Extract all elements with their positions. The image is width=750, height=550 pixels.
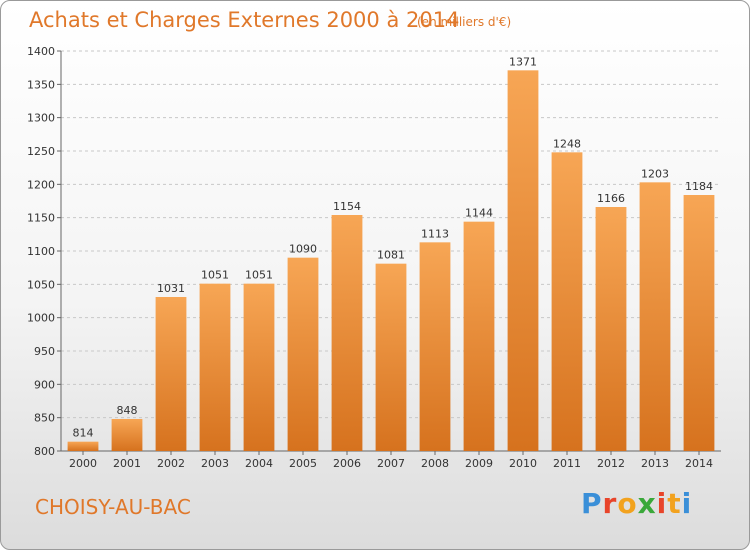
- y-tick-label: 1200: [27, 178, 55, 191]
- value-label-2012: 1166: [597, 192, 625, 205]
- value-label-2010: 1371: [509, 55, 537, 68]
- city-name: CHOISY-AU-BAC: [35, 495, 191, 519]
- x-tick-label-2013: 2013: [641, 457, 669, 470]
- logo-letter: i: [681, 487, 693, 520]
- bar-2005[interactable]: [287, 257, 319, 451]
- logo-letter: o: [617, 487, 638, 520]
- bar-2007[interactable]: [375, 263, 407, 451]
- x-tick-label-2001: 2001: [113, 457, 141, 470]
- x-tick-label-2004: 2004: [245, 457, 273, 470]
- bar-2014[interactable]: [683, 195, 715, 451]
- bar-2002[interactable]: [155, 297, 187, 451]
- value-label-2009: 1144: [465, 207, 493, 220]
- bar-2006[interactable]: [331, 215, 363, 451]
- y-tick-label: 1300: [27, 112, 55, 125]
- x-tick-label-2003: 2003: [201, 457, 229, 470]
- value-label-2005: 1090: [289, 243, 317, 256]
- value-label-2011: 1248: [553, 137, 581, 150]
- y-tick-label: 1100: [27, 245, 55, 258]
- bar-2010[interactable]: [507, 70, 539, 451]
- value-label-2003: 1051: [201, 269, 229, 282]
- logo-letter: i: [656, 487, 668, 520]
- value-label-2006: 1154: [333, 200, 361, 213]
- value-label-2014: 1184: [685, 180, 713, 193]
- proxiti-logo[interactable]: Proxiti: [581, 487, 692, 520]
- labels: 800 850 900 950 1000 1050 1100 1150 1200 1250 1300…: [27, 45, 713, 470]
- bar-2003[interactable]: [199, 283, 231, 451]
- bar-2012[interactable]: [595, 207, 627, 451]
- y-tick-label: 1250: [27, 145, 55, 158]
- value-label-2007: 1081: [377, 249, 405, 262]
- y-tick-label: 1400: [27, 45, 55, 58]
- x-tick-label-2006: 2006: [333, 457, 361, 470]
- bar-2001[interactable]: [111, 419, 143, 451]
- x-tick-label-2008: 2008: [421, 457, 449, 470]
- x-tick-label-2014: 2014: [685, 457, 713, 470]
- x-tick-label-2005: 2005: [289, 457, 317, 470]
- x-tick-label-2012: 2012: [597, 457, 625, 470]
- bar-2011[interactable]: [551, 152, 583, 452]
- y-tick-label: 850: [34, 412, 55, 425]
- x-tick-label-2000: 2000: [69, 457, 97, 470]
- value-label-2008: 1113: [421, 227, 449, 240]
- logo-letter: t: [667, 487, 682, 520]
- y-tick-label: 800: [34, 445, 55, 458]
- y-tick-label: 950: [34, 345, 55, 358]
- x-tick-label-2007: 2007: [377, 457, 405, 470]
- x-tick-label-2011: 2011: [553, 457, 581, 470]
- logo-letter: P: [581, 487, 603, 520]
- value-label-2002: 1031: [157, 282, 185, 295]
- y-tick-label: 1350: [27, 78, 55, 91]
- y-tick-label: 1000: [27, 312, 55, 325]
- y-tick-label: 1050: [27, 278, 55, 291]
- x-tick-label-2009: 2009: [465, 457, 493, 470]
- value-label-2013: 1203: [641, 167, 669, 180]
- chart-subtitle: (en milliers d'€): [417, 15, 512, 29]
- bar-2009[interactable]: [463, 221, 495, 451]
- x-tick-label-2002: 2002: [157, 457, 185, 470]
- logo-letter: x: [637, 487, 657, 520]
- value-label-2000: 814: [73, 427, 94, 440]
- bars: [67, 70, 715, 452]
- chart-title: Achats et Charges Externes 2000 à 2014: [29, 8, 460, 32]
- bar-2013[interactable]: [639, 182, 671, 452]
- value-label-2004: 1051: [245, 269, 273, 282]
- bar-2000[interactable]: [67, 441, 99, 451]
- y-tick-label: 900: [34, 378, 55, 391]
- y-tick-label: 1150: [27, 212, 55, 225]
- logo-letter: r: [602, 487, 618, 520]
- value-label-2001: 848: [117, 404, 138, 417]
- bar-2004[interactable]: [243, 283, 275, 451]
- x-tick-label-2010: 2010: [509, 457, 537, 470]
- bar-2008[interactable]: [419, 242, 451, 451]
